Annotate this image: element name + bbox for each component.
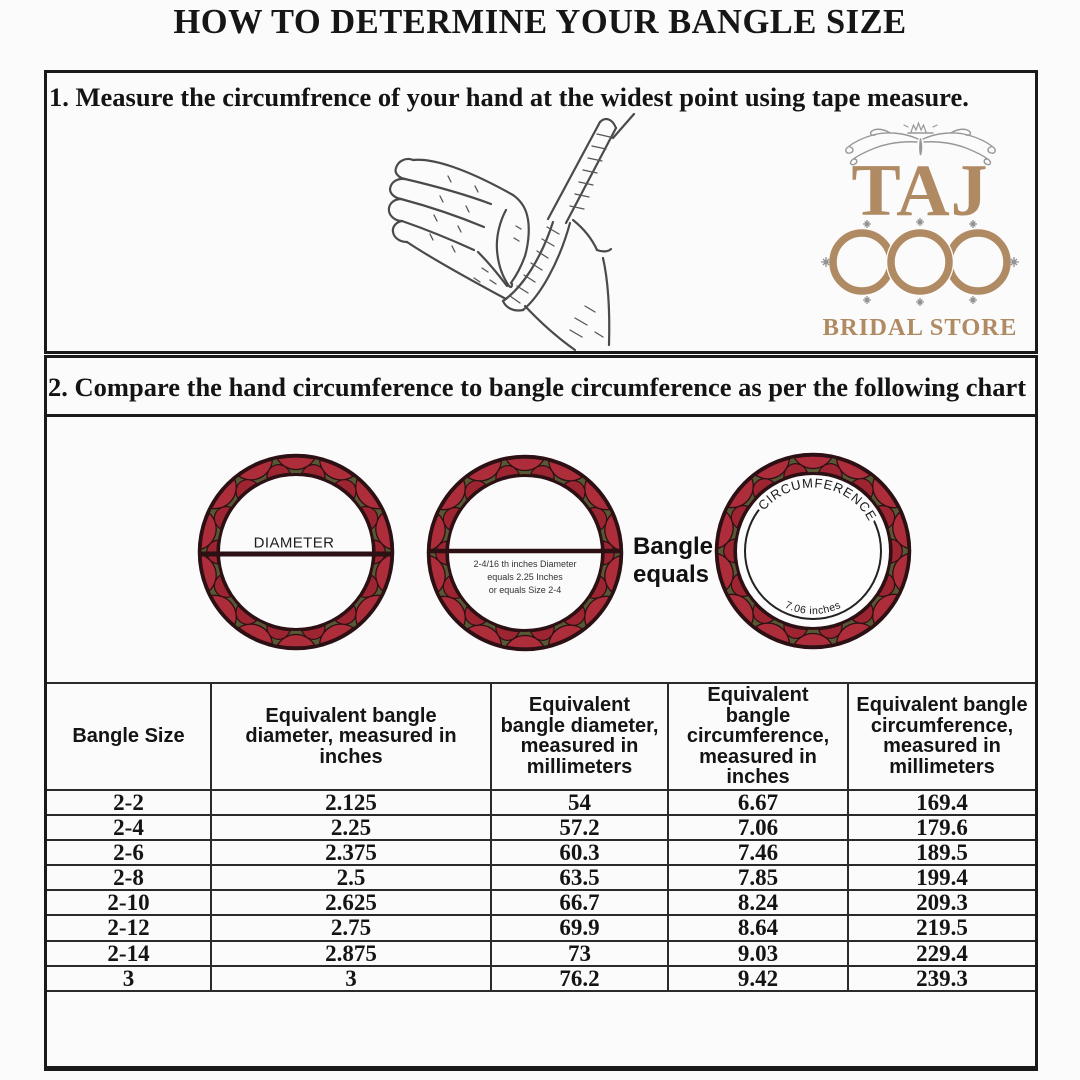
svg-text:2-4/16 th inches Diameter: 2-4/16 th inches Diameter bbox=[473, 559, 576, 569]
svg-text:or equals Size 2-4: or equals Size 2-4 bbox=[489, 585, 562, 595]
svg-text:BRIDAL STORE: BRIDAL STORE bbox=[823, 314, 1018, 341]
svg-text:7.06 inches: 7.06 inches bbox=[783, 599, 843, 617]
svg-text:equals 2.25 Inches: equals 2.25 Inches bbox=[487, 572, 563, 582]
svg-text:DIAMETER: DIAMETER bbox=[254, 535, 335, 552]
